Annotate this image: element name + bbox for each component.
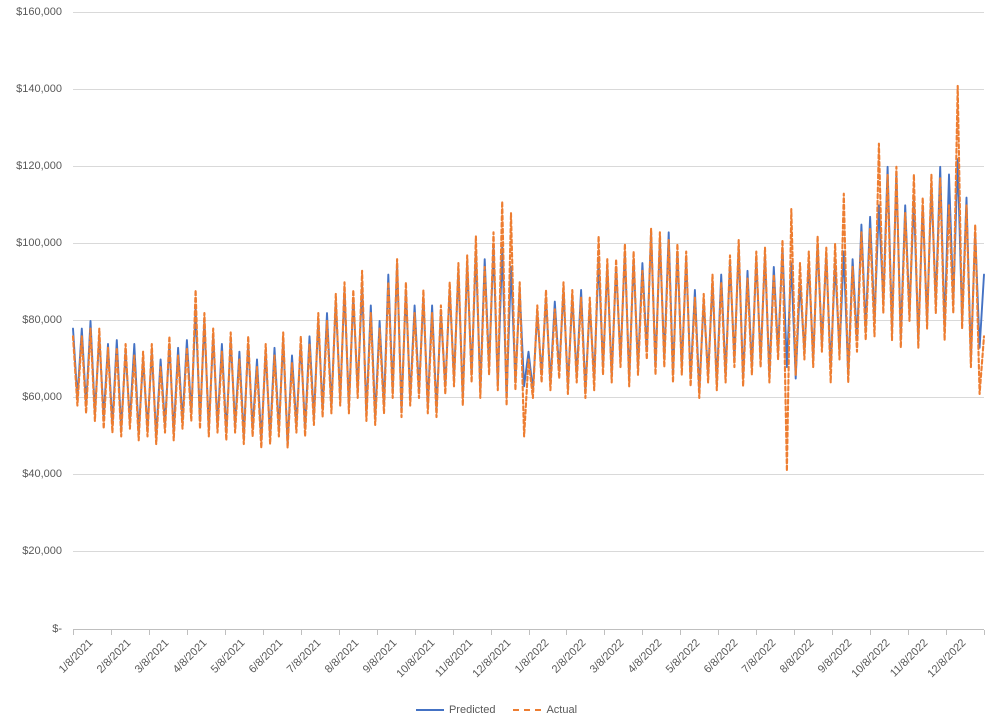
legend-label-actual: Actual: [546, 704, 578, 716]
x-tick-mark: [224, 630, 226, 635]
x-tick-mark: [186, 630, 188, 635]
y-tick-label: $100,000: [16, 237, 62, 250]
legend-item-predicted: Predicted: [415, 704, 496, 716]
x-tick-mark: [642, 630, 644, 635]
x-tick-mark: [832, 630, 834, 635]
y-tick-label: $60,000: [22, 391, 62, 404]
x-tick-mark: [414, 630, 416, 635]
x-tick-mark: [110, 630, 112, 635]
legend: Predicted Actual: [0, 704, 993, 716]
y-tick-label: $-: [52, 622, 62, 635]
y-tick-label: $140,000: [16, 83, 62, 96]
x-tick-mark: [566, 630, 568, 635]
y-gridline: [73, 320, 984, 322]
x-tick-mark: [376, 630, 378, 635]
x-tick-mark: [262, 630, 264, 635]
x-tick-mark: [528, 630, 530, 635]
y-gridline: [73, 89, 984, 91]
x-tick-mark: [452, 630, 454, 635]
x-axis-line: [73, 629, 984, 630]
y-tick-label: $80,000: [22, 314, 62, 327]
x-tick-mark: [680, 630, 682, 635]
legend-label-predicted: Predicted: [448, 704, 496, 716]
legend-item-actual: Actual: [513, 704, 577, 716]
y-gridline: [73, 474, 984, 476]
x-tick-mark: [148, 630, 150, 635]
x-tick-mark: [338, 630, 340, 635]
predicted-line-swatch: [415, 709, 444, 711]
y-gridline: [73, 166, 984, 168]
y-gridline: [73, 551, 984, 553]
series-line-actual: [71, 84, 986, 473]
x-tick-mark: [300, 630, 302, 635]
y-gridline: [73, 397, 984, 399]
x-tick-mark: [946, 630, 948, 635]
y-tick-label: $120,000: [16, 160, 62, 173]
x-tick-mark: [870, 630, 872, 635]
x-tick-mark: [756, 630, 758, 635]
y-tick-label: $160,000: [16, 6, 62, 19]
actual-line-swatch: [513, 709, 542, 711]
x-tick-mark: [718, 630, 720, 635]
y-tick-label: $20,000: [22, 545, 62, 558]
x-tick-mark: [794, 630, 796, 635]
y-gridline: [73, 243, 984, 245]
y-gridline: [73, 12, 984, 14]
x-tick-mark: [604, 630, 606, 635]
y-tick-label: $40,000: [22, 468, 62, 481]
x-tick-mark: [908, 630, 910, 635]
x-tick-mark: [984, 630, 985, 635]
x-tick-mark: [490, 630, 492, 635]
x-tick-mark: [73, 630, 74, 635]
